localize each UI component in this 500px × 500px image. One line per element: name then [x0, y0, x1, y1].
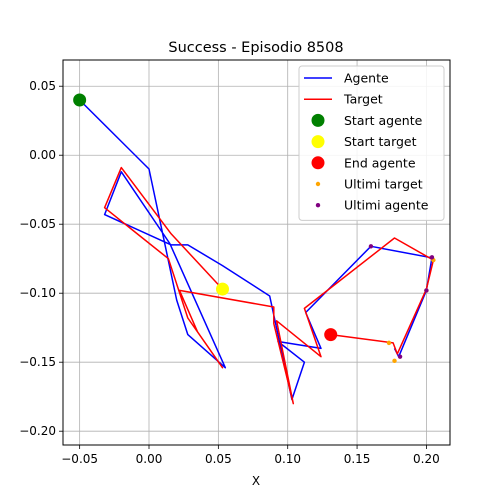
chart-title: Success - Episodio 8508: [168, 40, 343, 56]
legend-marker-ultimi-target: [315, 181, 321, 187]
y-tick-label: −0.05: [19, 217, 56, 231]
legend-label-ultimi-agente: Ultimi agente: [344, 198, 429, 213]
legend-label-target: Target: [343, 92, 383, 107]
y-axis: 0.05 0.00 −0.05 −0.10 −0.15 −0.20: [19, 79, 63, 438]
x-tick-label: 0.20: [413, 452, 440, 466]
x-tick-label: 0.10: [274, 452, 301, 466]
legend-marker-start-target: [311, 135, 325, 149]
ultimi-target-point: [386, 340, 392, 346]
x-tick-label: 0.15: [344, 452, 371, 466]
legend-marker-ultimi-agente: [315, 203, 321, 208]
legend-label-agente: Agente: [344, 71, 389, 86]
x-tick-label: 0.00: [136, 452, 163, 466]
y-tick-label: −0.20: [19, 424, 56, 438]
legend-label-start-target: Start target: [344, 134, 417, 149]
ultimi-agente-point: [368, 244, 374, 249]
y-tick-label: −0.15: [19, 355, 56, 369]
series-layer: [73, 93, 436, 405]
start-agente-marker: [73, 93, 87, 107]
plot-frame: [62, 59, 451, 446]
end-agente-marker: [324, 328, 338, 342]
y-tick-label: 0.05: [29, 79, 56, 93]
legend: Agente Target Start agente Start target End …: [298, 65, 445, 221]
target-line: [103, 166, 435, 405]
legend-label-ultimi-target: Ultimi target: [344, 177, 423, 192]
ultimi-agente-point: [397, 354, 403, 359]
legend-marker-start-agente: [311, 113, 325, 127]
legend-label-end-agente: End agente: [344, 155, 416, 170]
legend-label-start-agente: Start agente: [344, 113, 423, 128]
y-tick-label: 0.00: [29, 148, 56, 162]
ultimi-agente-point: [429, 255, 435, 260]
x-axis-label: X: [252, 474, 260, 488]
start-target-marker: [216, 282, 230, 296]
x-axis: −0.05 0.00 0.05 0.10 0.15 0.20: [61, 445, 440, 466]
ultimi-agente-point: [424, 288, 429, 293]
legend-box: [298, 65, 445, 221]
ultimi-target-point: [392, 358, 397, 364]
y-tick-label: −0.10: [19, 286, 56, 300]
x-tick-label: 0.05: [205, 452, 232, 466]
legend-marker-end-agente: [311, 156, 325, 170]
x-tick-label: −0.05: [61, 452, 98, 466]
